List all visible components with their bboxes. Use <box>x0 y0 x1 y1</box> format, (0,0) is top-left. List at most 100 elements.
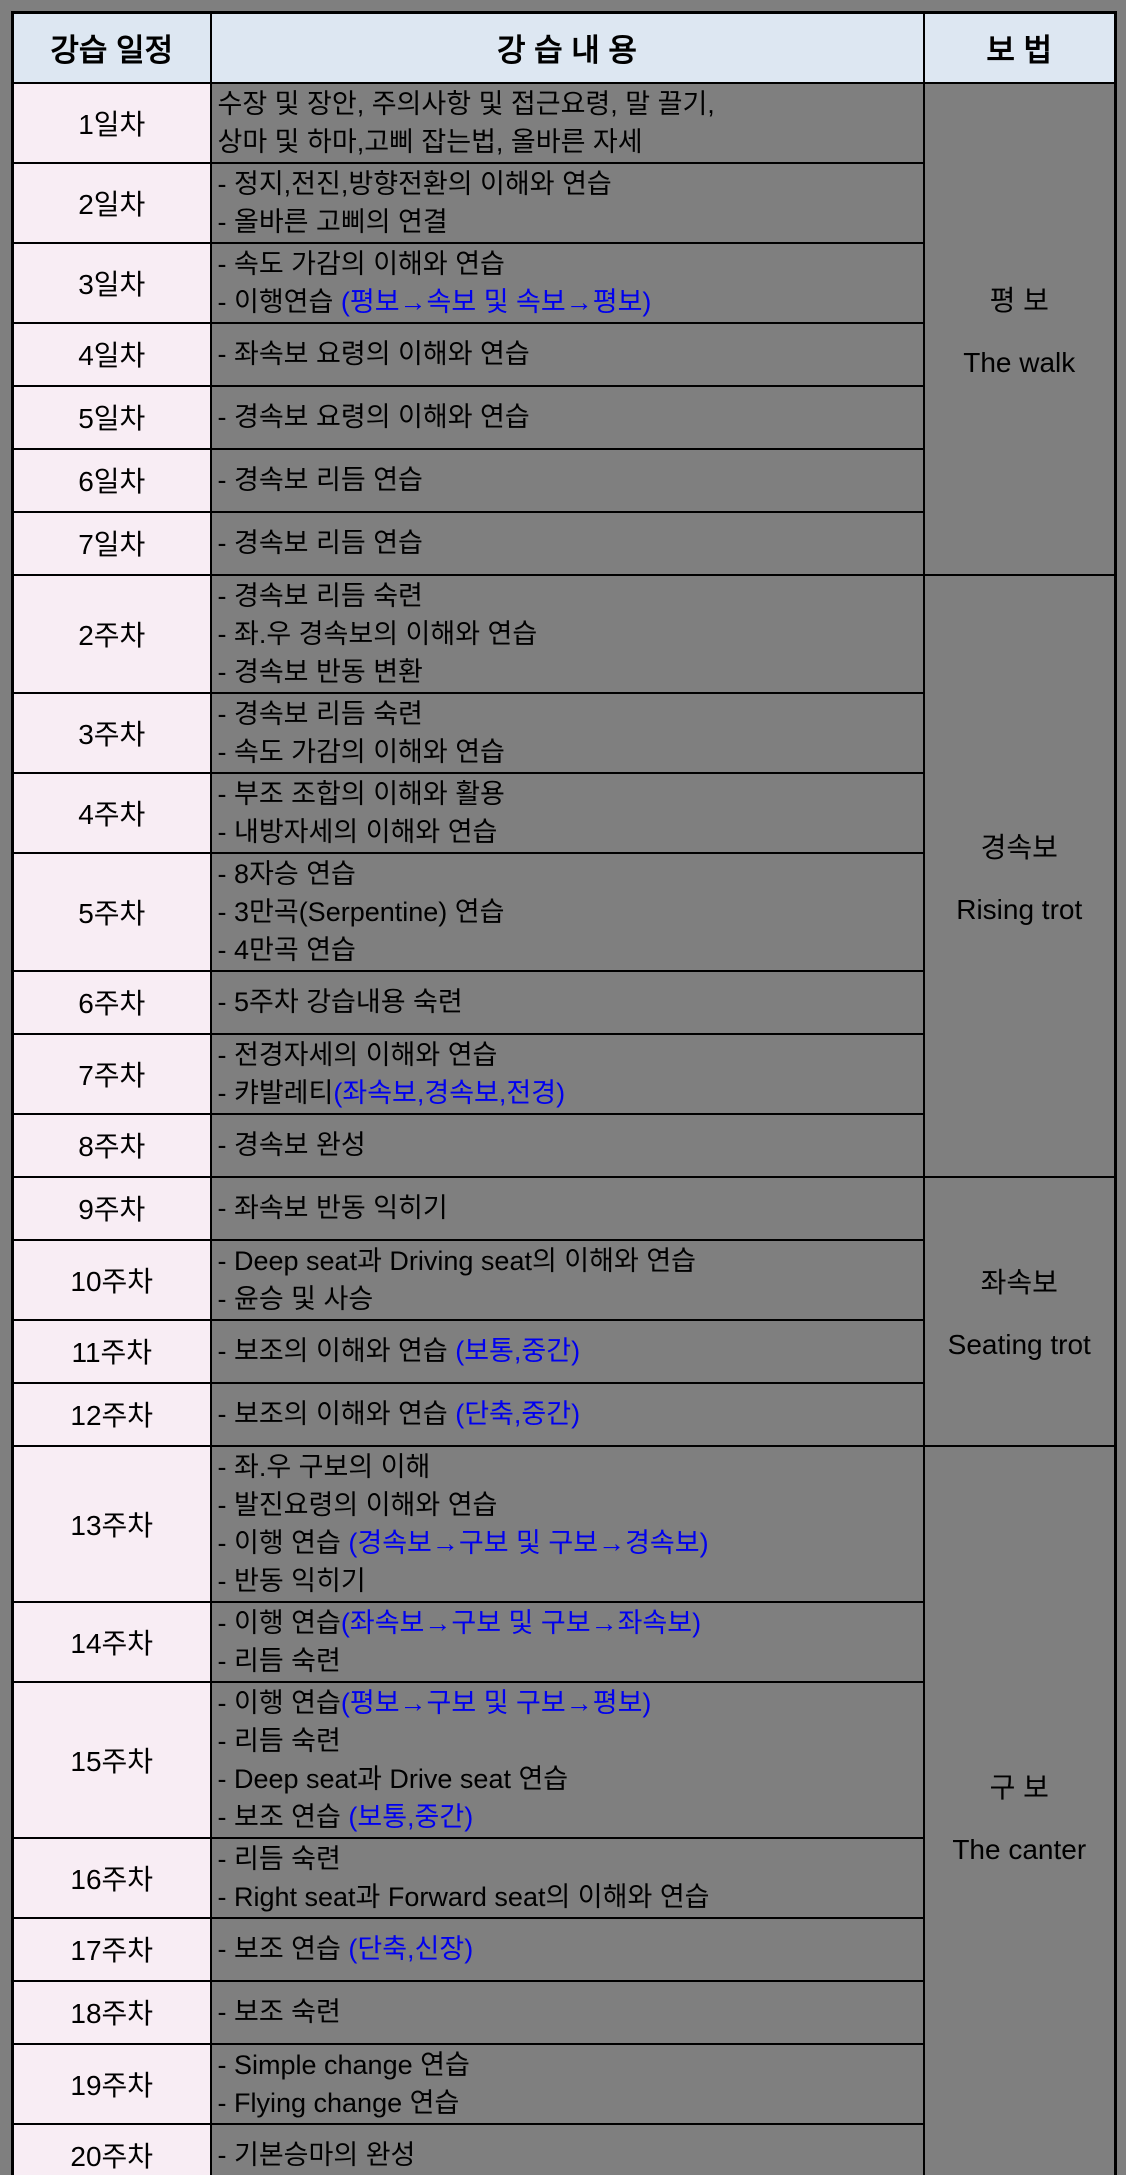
table-row: 10주차 - Deep seat과 Driving seat의 이해와 연습 - 윤… <box>11 1238 1116 1321</box>
content-cell: - 기본승마의 완성 <box>209 2122 925 2175</box>
content-text-highlight: (보통,중간) <box>455 1336 581 1366</box>
gait-english-label: The canter <box>952 1833 1087 1865</box>
content-cell: - 경속보 요령의 이해와 연습 <box>209 384 925 450</box>
content-line: - 발진요령의 이해와 연습 <box>218 1486 917 1524</box>
day-cell: 1일차 <box>11 81 212 164</box>
day-cell: 2주차 <box>11 573 212 694</box>
table-row: 12주차 - 보조의 이해와 연습 (단축,중간) <box>11 1381 1116 1447</box>
content-line: - 4만곡 연습 <box>218 931 917 969</box>
content-cell: - 경속보 리듬 연습 <box>209 447 925 513</box>
content-line: - 부조 조합의 이해와 활용 <box>218 775 917 813</box>
content-text: - 경속보 반동 변환 <box>217 656 423 687</box>
gait-cell: 구 보 The canter <box>922 1444 1117 2175</box>
content-text: - 좌속보 요령의 이해와 연습 <box>217 339 530 369</box>
gait-english-label: Rising trot <box>956 893 1083 925</box>
content-line: - 경속보 리듬 숙련 <box>218 577 917 615</box>
content-line: - Right seat과 Forward seat의 이해와 연습 <box>218 1878 917 1916</box>
content-line: - 리듬 숙련 <box>218 1642 917 1680</box>
header-schedule: 강습 일정 <box>11 11 212 84</box>
content-line: - 리듬 숙련 <box>218 1722 917 1760</box>
content-line: 수장 및 장안, 주의사항 및 접근요령, 말 끌기, <box>218 85 917 123</box>
gait-korean-label: 경속보 <box>980 831 1058 863</box>
content-cell: - Simple change 연습 - Flying change 연습 <box>209 2042 925 2125</box>
content-line: - 정지,전진,방향전환의 이해와 연습 <box>218 165 917 203</box>
content-text: - 경속보 리듬 연습 <box>217 465 423 495</box>
content-text-highlight: (단축,중간) <box>455 1399 581 1429</box>
content-text: - 보조 연습 <box>217 1934 349 1964</box>
content-cell: - 이행 연습(좌속보→구보 및 구보→좌속보) - 리듬 숙련 <box>209 1600 925 1683</box>
content-cell: - 8자승 연습 - 3만곡(Serpentine) 연습 - 4만곡 연습 <box>209 851 925 972</box>
table-row: 6주차 - 5주차 강습내용 숙련 <box>11 969 1116 1035</box>
gait-korean-label: 평 보 <box>989 284 1049 316</box>
day-cell: 13주차 <box>11 1444 212 1603</box>
content-line: - 보조 연습 (단축,신장) <box>218 1930 917 1968</box>
content-text-highlight: (좌속보→구보 및 구보→좌속보) <box>340 1607 702 1638</box>
content-line: - 속도 가감의 이해와 연습 <box>218 733 917 771</box>
content-text: - 올바른 고삐의 연결 <box>217 206 448 237</box>
content-line: - 이행연습 (평보→속보 및 속보→평보) <box>218 283 917 321</box>
content-cell: - 경속보 리듬 숙련 - 속도 가감의 이해와 연습 <box>209 691 925 774</box>
content-text: - 이행연습 <box>217 286 341 317</box>
content-text: - 속도 가감의 이해와 연습 <box>217 248 505 279</box>
content-text-highlight: (좌속보,경속보,전경) <box>333 1077 566 1108</box>
content-text: - 반동 익히기 <box>217 1565 366 1596</box>
content-text: - 3만곡(Serpentine) 연습 <box>217 896 505 927</box>
content-text: - 경속보 리듬 숙련 <box>217 580 423 611</box>
table-row: 7일차 - 경속보 리듬 연습 <box>11 510 1116 576</box>
content-cell: - Deep seat과 Driving seat의 이해와 연습 - 윤승 및 … <box>209 1238 925 1321</box>
content-line: - 좌속보 반동 익히기 <box>218 1189 917 1227</box>
day-cell: 4일차 <box>11 321 212 387</box>
content-cell: - 좌속보 반동 익히기 <box>209 1175 925 1241</box>
content-line: - 반동 익히기 <box>218 1562 917 1600</box>
content-text: - 경속보 요령의 이해와 연습 <box>217 402 530 432</box>
content-text: - 부조 조합의 이해와 활용 <box>217 778 505 809</box>
content-text: - 기본승마의 완성 <box>217 2139 416 2170</box>
content-text: - 내방자세의 이해와 연습 <box>217 816 498 847</box>
riding-lesson-schedule-table: 강습 일정 강 습 내 용 보 법 1일차 수장 및 장안, 주의사항 및 접근요… <box>11 11 1117 2175</box>
content-line: - 캬발레티(좌속보,경속보,전경) <box>218 1074 917 1112</box>
day-cell: 7주차 <box>11 1032 212 1115</box>
gait-korean-label: 구 보 <box>989 1771 1049 1803</box>
gait-korean-label: 좌속보 <box>980 1267 1058 1298</box>
content-text-highlight: (평보→속보 및 속보→평보) <box>340 286 652 317</box>
content-line: - Deep seat과 Drive seat 연습 <box>218 1760 917 1798</box>
table-row: 2주차 - 경속보 리듬 숙련 - 좌.우 경속보의 이해와 연습 - 경속보 반동 … <box>11 573 1117 1178</box>
content-cell: - 리듬 숙련 - Right seat과 Forward seat의 이해와 연… <box>209 1836 925 1919</box>
table-row: 14주차 - 이행 연습(좌속보→구보 및 구보→좌속보) - 리듬 숙련 <box>11 1600 1116 1683</box>
table-row: 8주차 - 경속보 완성 <box>11 1112 1116 1178</box>
content-line: - 내방자세의 이해와 연습 <box>218 813 917 851</box>
content-text: - 경속보 리듬 숙련 <box>217 698 423 729</box>
content-text: - 이행 연습 <box>217 1527 349 1558</box>
content-line: - 보조 숙련 <box>218 1993 917 2031</box>
content-text: - 보조 연습 <box>217 1801 349 1832</box>
content-line: - 경속보 반동 변환 <box>218 653 917 691</box>
header-gait: 보 법 <box>922 11 1117 84</box>
content-text: - 리듬 숙련 <box>217 1843 341 1874</box>
content-line: - 기본승마의 완성 <box>218 2136 917 2174</box>
content-line: - 좌.우 구보의 이해 <box>218 1448 917 1486</box>
day-cell: 7일차 <box>11 510 212 576</box>
content-line: - 보조 연습 (보통,중간) <box>218 1798 917 1836</box>
content-line: - 경속보 리듬 연습 <box>218 461 917 499</box>
content-text-highlight: (단축,신장) <box>348 1934 474 1964</box>
table-row: 7주차 - 전경자세의 이해와 연습 - 캬발레티(좌속보,경속보,전경) <box>11 1032 1116 1115</box>
content-text: - 5주차 강습내용 숙련 <box>217 987 463 1017</box>
day-cell: 5주차 <box>11 851 212 972</box>
gait-english-label: Seating trot <box>947 1329 1091 1360</box>
content-text: - 보조의 이해와 연습 <box>217 1336 456 1366</box>
content-cell: - 5주차 강습내용 숙련 <box>209 969 925 1035</box>
day-cell: 18주차 <box>11 1979 212 2045</box>
day-cell: 19주차 <box>11 2042 212 2125</box>
content-cell: - 정지,전진,방향전환의 이해와 연습 - 올바른 고삐의 연결 <box>209 161 925 244</box>
content-line: - 이행 연습(평보→구보 및 구보→평보) <box>218 1684 917 1722</box>
day-cell: 6일차 <box>11 447 212 513</box>
table-row: 11주차 - 보조의 이해와 연습 (보통,중간) <box>11 1318 1116 1384</box>
content-line: - 이행 연습(좌속보→구보 및 구보→좌속보) <box>218 1604 917 1642</box>
content-line: - 5주차 강습내용 숙련 <box>218 983 917 1021</box>
content-line: - 올바른 고삐의 연결 <box>218 203 917 241</box>
gait-english-label: The walk <box>963 346 1076 378</box>
content-line: - Deep seat과 Driving seat의 이해와 연습 <box>218 1242 917 1280</box>
header-content: 강 습 내 용 <box>209 11 925 84</box>
day-cell: 16주차 <box>11 1836 212 1919</box>
